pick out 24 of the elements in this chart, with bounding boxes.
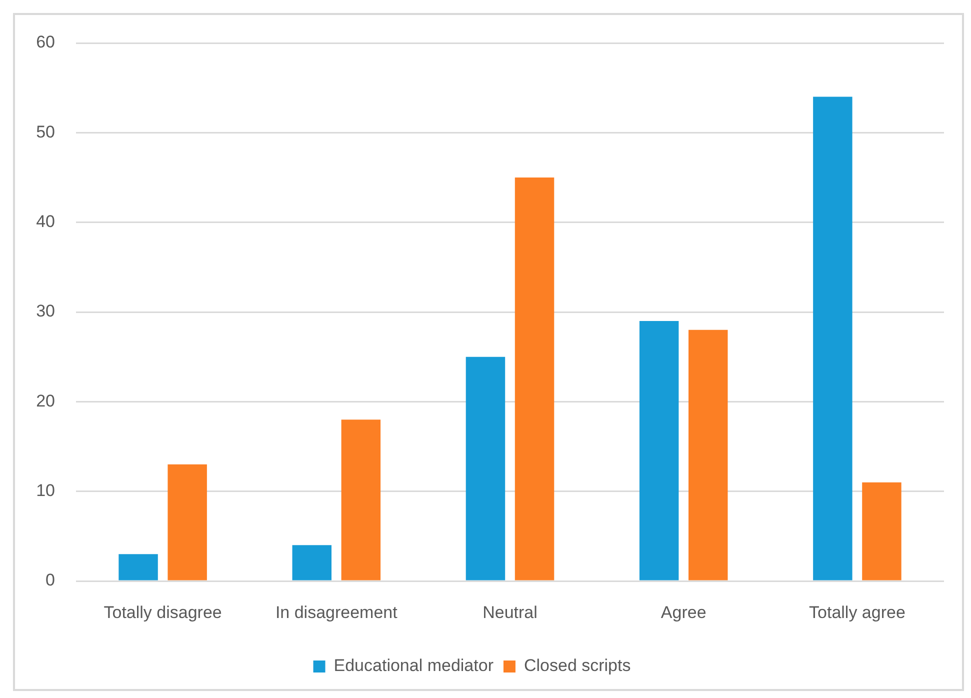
legend-label: Closed scripts — [524, 656, 631, 676]
y-tick-label: 40 — [36, 212, 55, 232]
bar — [292, 545, 332, 580]
bar — [514, 178, 554, 580]
y-tick-label: 50 — [36, 122, 55, 142]
bar — [466, 356, 506, 580]
y-tick-label: 10 — [36, 481, 55, 500]
x-tick-label: In disagreement — [275, 602, 398, 622]
x-tick-label: Totally disagree — [104, 602, 222, 622]
bar — [118, 554, 158, 580]
bar — [639, 320, 679, 580]
x-tick-label: Totally agree — [809, 602, 906, 622]
bar — [168, 464, 207, 580]
bar — [688, 330, 728, 580]
legend-label: Educational mediator — [334, 656, 494, 676]
bar — [341, 420, 381, 580]
y-tick-label: 0 — [46, 570, 55, 590]
bar — [813, 96, 852, 580]
y-tick-label: 20 — [36, 391, 55, 410]
bar — [862, 482, 902, 580]
x-tick-label: Neutral — [482, 602, 538, 622]
y-tick-label: 30 — [36, 302, 55, 321]
x-tick-label: Agree — [660, 602, 706, 622]
y-tick-label: 60 — [36, 32, 55, 52]
